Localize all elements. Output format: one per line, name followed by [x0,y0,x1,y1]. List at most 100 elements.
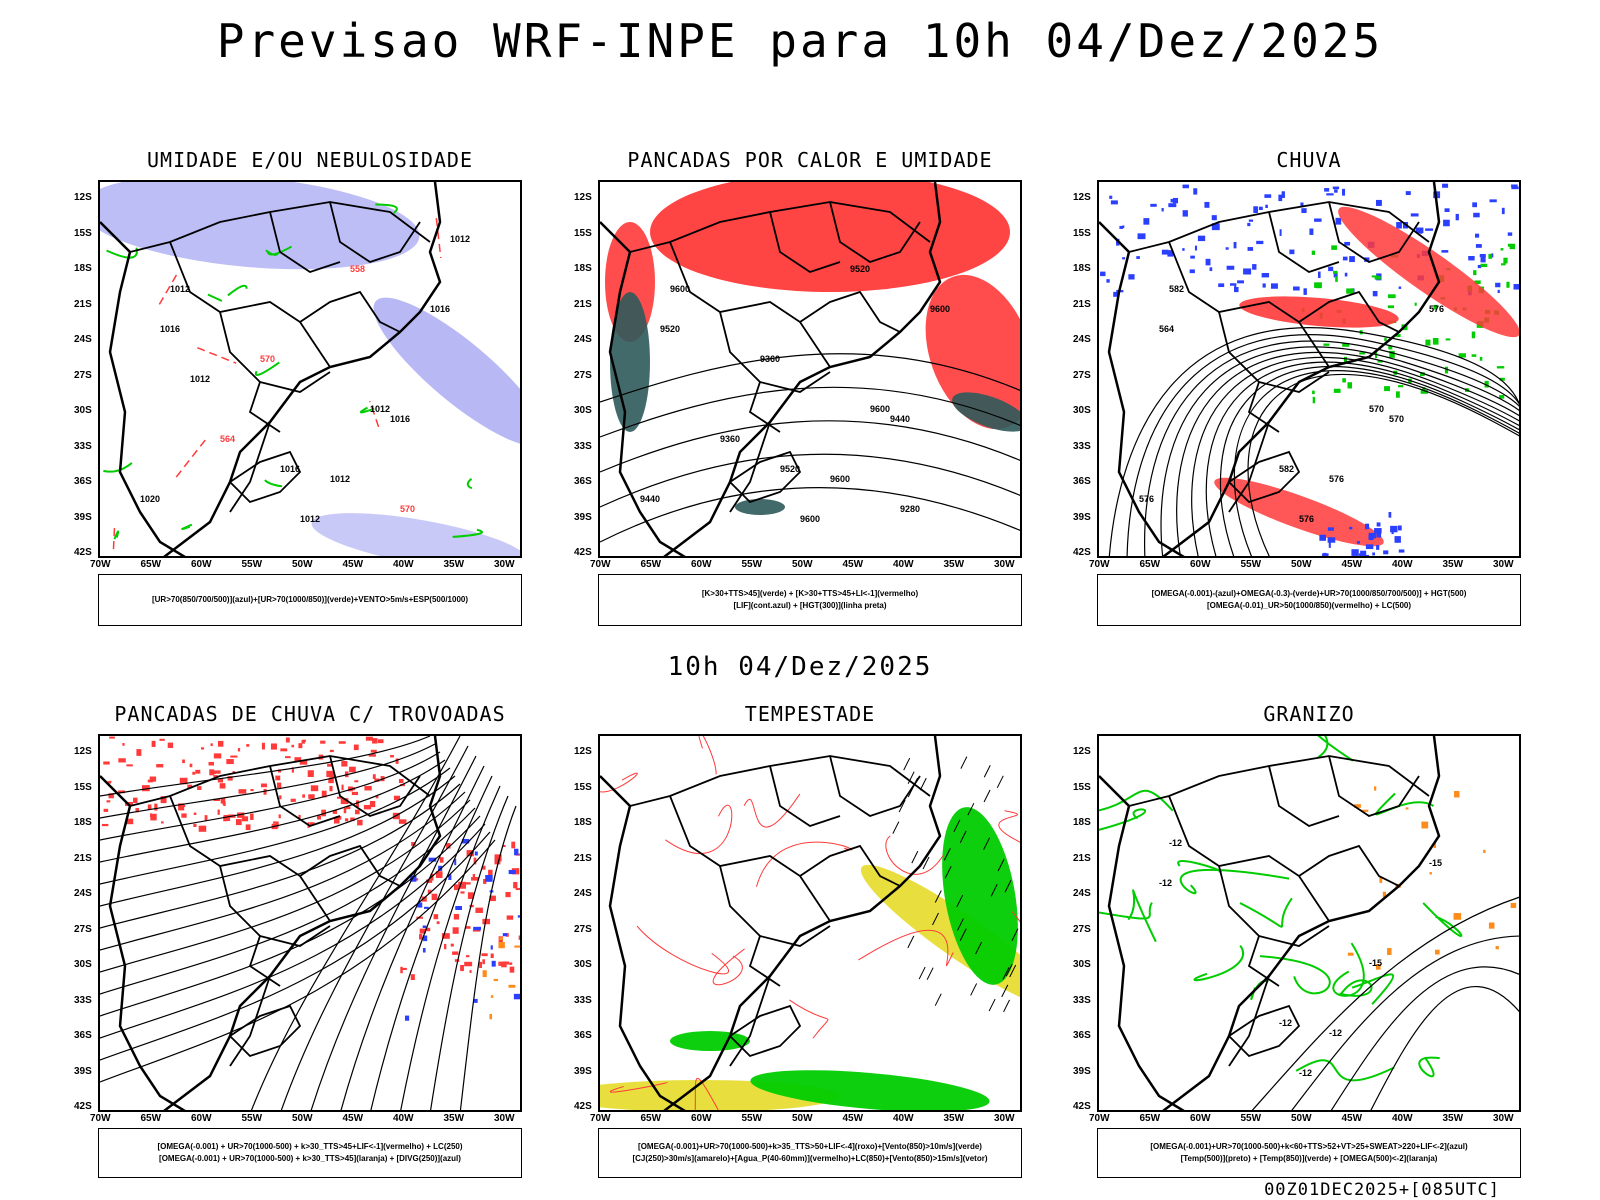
thunderstorm-area [298,743,303,749]
omega-area [1243,268,1252,275]
lat-tick-label: 15S [74,781,92,793]
country-border [229,421,271,513]
contour-label: 1016 [390,414,410,424]
thunderstorm-area [317,815,321,820]
country-border [799,290,901,333]
lat-tick-label: 12S [1073,746,1091,757]
lon-tick-label: 55W [1240,1113,1262,1124]
omega-area [1506,281,1510,288]
thunderstorm-area [452,951,459,955]
country-border [769,765,841,827]
lat-tick-label: 36S [1073,476,1091,487]
height-contour [1205,361,1519,556]
thunderstorm-area [179,777,188,785]
lon-tick-label: 45W [842,1113,864,1124]
streamline [400,785,501,1110]
omega-area [1377,360,1383,363]
wind-vector [970,983,978,996]
omega-area [1143,218,1150,225]
thunderstorm-area [329,785,333,792]
country-border [1228,421,1270,513]
lon-tick-label: 40W [1392,559,1413,570]
thunderstorm-area [238,789,247,794]
omega-area [1122,225,1125,229]
thunderstorm-area [107,781,111,784]
thunderstorm-area [393,795,401,801]
lon-tick-label: 50W [792,1113,813,1124]
omega-area [1471,331,1476,339]
thunderstorm-area [336,796,343,799]
thunderstorm-area [363,804,372,810]
omega-area [1364,554,1370,556]
omega-area [1371,275,1379,278]
omega-area [1167,250,1174,257]
thunderstorm-area [210,743,213,747]
lat-tick-label: 21S [1073,852,1091,864]
omega-area [1473,212,1480,218]
omega-area [1170,198,1176,203]
contour-label: 570 [260,354,275,364]
precipitable-water-contour [755,841,853,887]
contour-label: 1016 [280,464,300,474]
lon-tick-label: 50W [292,1113,313,1124]
thunderstorm-area [302,794,305,798]
temp-850-contour [1193,944,1244,982]
legend-line: [K>30+TTS>45](verde) + [K>30+TTS>45+LI<-… [701,589,919,598]
contour-label: 576 [1299,514,1314,524]
lon-tick-label: 55W [241,1113,263,1124]
country-border [1168,241,1330,368]
panel-title-4: PANCADAS DE CHUVA C/ TROVOADAS [114,702,506,726]
thunderstorm-area [350,817,355,822]
contour-label: 9600 [670,284,690,294]
omega-area [1475,244,1482,248]
country-border [728,1004,802,1058]
thunderstorm-area [294,757,302,762]
thunderstorm-area [291,767,294,773]
omega-area [1480,263,1488,268]
omega-area [1365,523,1370,530]
omega-area [1194,245,1198,251]
thunderstorm-area [118,758,126,763]
country-border [728,450,802,504]
omega-area [1205,258,1211,266]
thunderstorm-area [479,961,483,969]
omega-area [1394,536,1401,543]
thunderstorm-area [465,955,470,958]
thunderstorm-area [136,749,142,756]
lon-tick-label: 35W [1442,559,1464,570]
thunderstorm-area [204,815,208,822]
omega-area [1410,213,1419,217]
lat-tick-label: 24S [74,888,92,899]
middle-title: 10h 04/Dez/2025 [667,652,933,682]
omega-area [1499,377,1505,381]
thunderstorm-area [154,803,158,811]
omega-area [1374,276,1381,280]
omega-area [1432,338,1439,345]
lon-tick-label: 40W [1392,1113,1413,1124]
lon-tick-label: 60W [1190,1113,1211,1124]
thunderstorm-area [193,812,197,815]
temp-850-contour [1422,902,1463,937]
thunderstorm-area [275,775,281,781]
omega-area [1333,271,1338,278]
lon-tick-label: 60W [191,559,212,570]
thunderstorm-area [310,785,319,792]
omega-area [1468,255,1475,261]
lat-tick-label: 24S [574,888,592,899]
omega-area [1507,232,1513,236]
thunderstorm-area [125,818,134,825]
thunderstorm-area [353,744,359,751]
lon-tick-label: 45W [1341,1113,1363,1124]
thunderstorm-area [161,821,164,824]
lat-tick-label: 21S [574,852,592,864]
lat-tick-label: 33S [1073,994,1091,1006]
omega-area [1398,549,1405,553]
country-border [759,371,831,393]
thunderstorm-area [400,966,403,974]
main-title: Previsao WRF-INPE para 10h 04/Dez/2025 [216,14,1384,68]
omega-area [1391,527,1394,535]
lon-tick-label: 30W [994,1113,1015,1124]
omega-area [1388,294,1396,299]
omega-area [1182,210,1188,217]
omega-area [1262,283,1266,288]
